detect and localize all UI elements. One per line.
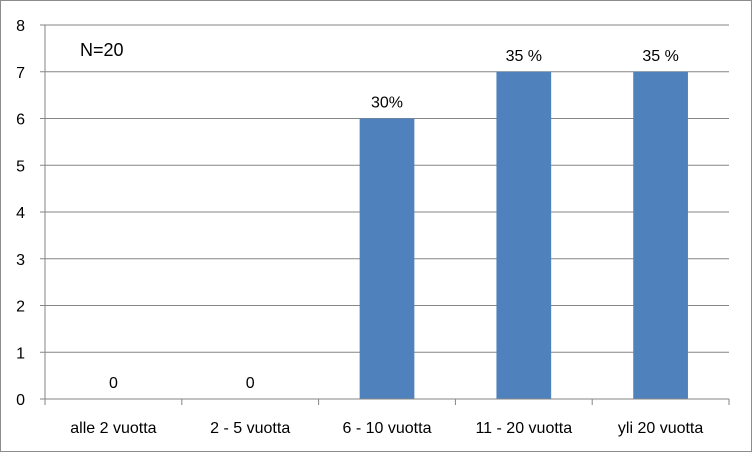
bars xyxy=(359,71,688,399)
y-tick-label: 4 xyxy=(16,205,25,222)
y-tick-label: 6 xyxy=(16,112,25,129)
data-label: 0 xyxy=(246,375,255,392)
data-label: 35 % xyxy=(642,48,678,65)
axes xyxy=(40,24,730,405)
y-tick-label: 1 xyxy=(16,345,25,362)
y-axis-tick-labels: 0 1 2 3 4 5 6 7 8 xyxy=(16,18,25,409)
y-tick-label: 3 xyxy=(16,252,25,269)
x-axis-tick-labels: alle 2 vuotta 2 - 5 vuotta 6 - 10 vuotta 11… xyxy=(70,420,703,437)
y-tick-label: 8 xyxy=(16,18,25,35)
bar xyxy=(633,71,688,399)
bar xyxy=(359,118,415,399)
data-label: 0 xyxy=(109,375,118,392)
y-tick-label: 5 xyxy=(16,158,25,175)
data-label: 30% xyxy=(371,95,403,112)
data-label: 35 % xyxy=(506,48,542,65)
x-tick-label: 11 - 20 vuotta xyxy=(475,420,572,437)
x-tick-label: alle 2 vuotta xyxy=(70,420,156,437)
y-tick-label: 0 xyxy=(16,392,25,409)
sample-size-annotation: N=20 xyxy=(80,40,124,60)
x-tick-label: 2 - 5 vuotta xyxy=(210,420,290,437)
y-tick-label: 2 xyxy=(16,299,25,316)
bar xyxy=(496,71,552,399)
x-tick-label: yli 20 vuotta xyxy=(618,420,703,437)
data-labels: 0 0 30% 35 % 35 % xyxy=(109,48,679,392)
x-tick-label: 6 - 10 vuotta xyxy=(343,420,432,437)
y-tick-label: 7 xyxy=(16,65,25,82)
